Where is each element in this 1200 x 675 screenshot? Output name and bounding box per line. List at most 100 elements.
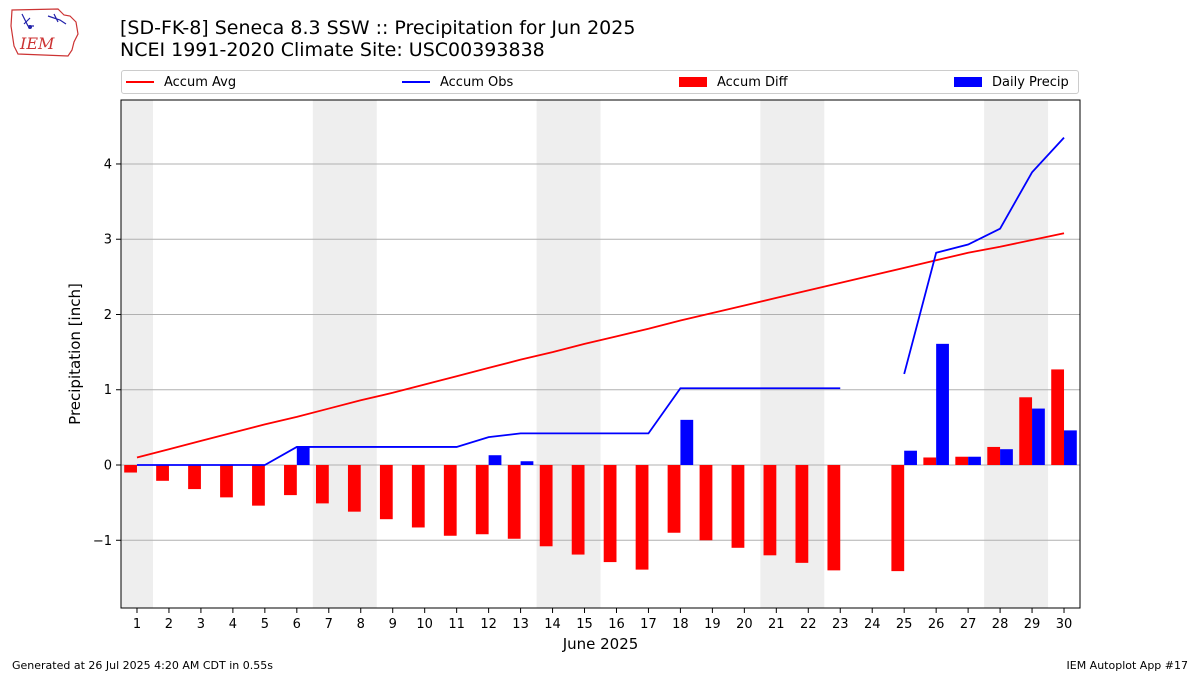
accum-diff-bar-day-7 bbox=[315, 465, 329, 504]
accum-diff-bar-day-26 bbox=[923, 457, 937, 466]
accum-diff-bar-day-15 bbox=[571, 465, 585, 555]
y-tick-label-4: 4 bbox=[104, 157, 112, 172]
x-tick-label-25: 25 bbox=[896, 617, 913, 632]
x-tick-label-30: 30 bbox=[1056, 617, 1073, 632]
x-tick-label-12: 12 bbox=[480, 617, 497, 632]
daily-precip-bar-day-26 bbox=[936, 343, 949, 466]
x-tick-label-9: 9 bbox=[389, 617, 397, 632]
x-tick-label-23: 23 bbox=[832, 617, 849, 632]
x-tick-label-15: 15 bbox=[576, 617, 593, 632]
daily-precip-bar-day-30 bbox=[1064, 430, 1077, 466]
x-tick-label-5: 5 bbox=[261, 617, 269, 632]
accum-diff-bar-day-9 bbox=[379, 465, 393, 520]
legend-item-accum-diff: Accum Diff bbox=[679, 71, 788, 93]
legend-item-accum-obs: Accum Obs bbox=[402, 71, 513, 93]
accum-diff-bar-day-5 bbox=[252, 465, 265, 506]
x-tick-label-1: 1 bbox=[133, 617, 141, 632]
legend-label-daily-precip: Daily Precip bbox=[992, 74, 1069, 90]
accum-diff-bar-day-8 bbox=[347, 465, 361, 512]
accum-diff-bar-day-21 bbox=[763, 465, 777, 556]
x-tick-label-10: 10 bbox=[416, 617, 433, 632]
y-tick-label-3: 3 bbox=[104, 233, 112, 248]
legend-swatch-accum-obs bbox=[402, 81, 430, 83]
x-axis-label: June 2025 bbox=[562, 635, 639, 653]
daily-precip-bar-day-29 bbox=[1032, 408, 1045, 466]
accum-diff-bar-day-4 bbox=[220, 465, 233, 498]
accum-diff-bar-day-3 bbox=[188, 465, 201, 490]
accum-diff-bar-day-14 bbox=[539, 465, 553, 547]
y-tick-label-2: 2 bbox=[104, 308, 112, 323]
y-tick-label-1: 1 bbox=[104, 383, 112, 398]
x-tick-label-24: 24 bbox=[864, 617, 881, 632]
accum-diff-bar-day-12 bbox=[475, 465, 489, 535]
daily-precip-bar-day-27 bbox=[968, 456, 981, 466]
x-tick-label-27: 27 bbox=[960, 617, 977, 632]
weekend-shade-1 bbox=[312, 100, 377, 608]
y-tick-label--1: −1 bbox=[93, 534, 112, 549]
y-axis-label: Precipitation [inch] bbox=[66, 283, 84, 425]
x-tick-label-14: 14 bbox=[544, 617, 561, 632]
legend-label-accum-obs: Accum Obs bbox=[440, 74, 514, 90]
accum-diff-bar-day-23 bbox=[827, 465, 841, 571]
accum-diff-bar-day-10 bbox=[411, 465, 425, 528]
legend-label-accum-avg: Accum Avg bbox=[164, 74, 237, 90]
legend-swatch-accum-diff bbox=[679, 77, 707, 87]
daily-precip-bar-day-12 bbox=[488, 455, 502, 466]
accum-diff-bar-day-17 bbox=[635, 465, 649, 570]
chart-legend: Accum Avg Accum Obs Accum Diff Daily Pre… bbox=[121, 70, 1079, 94]
x-tick-label-16: 16 bbox=[608, 617, 625, 632]
x-tick-label-8: 8 bbox=[357, 617, 365, 632]
footer-generated: Generated at 26 Jul 2025 4:20 AM CDT in … bbox=[12, 659, 273, 672]
legend-swatch-daily-precip bbox=[954, 77, 982, 87]
accum-avg-line-segment-0 bbox=[136, 232, 1065, 459]
x-tick-label-6: 6 bbox=[293, 617, 301, 632]
daily-precip-bar-day-28 bbox=[1000, 449, 1013, 466]
chart-title-line1: [SD-FK-8] Seneca 8.3 SSW :: Precipitatio… bbox=[120, 17, 636, 39]
daily-precip-bar-day-6 bbox=[296, 446, 310, 466]
accum-diff-bar-day-13 bbox=[507, 465, 521, 539]
daily-precip-bar-day-13 bbox=[520, 461, 534, 466]
x-tick-label-18: 18 bbox=[672, 617, 689, 632]
logo-text: IEM bbox=[19, 34, 55, 53]
accum-diff-bar-day-25 bbox=[891, 465, 905, 572]
x-tick-label-22: 22 bbox=[800, 617, 817, 632]
plot-frame bbox=[120, 99, 1081, 609]
legend-item-daily-precip: Daily Precip bbox=[954, 71, 1069, 93]
x-tick-label-2: 2 bbox=[165, 617, 173, 632]
y-tick-label-0: 0 bbox=[104, 459, 112, 474]
x-tick-label-7: 7 bbox=[325, 617, 333, 632]
chart-title: [SD-FK-8] Seneca 8.3 SSW :: Precipitatio… bbox=[120, 17, 635, 61]
x-tick-label-21: 21 bbox=[768, 617, 785, 632]
x-tick-label-17: 17 bbox=[640, 617, 657, 632]
weekend-shade-4 bbox=[984, 100, 1049, 608]
weekend-shade-0 bbox=[121, 100, 153, 608]
x-tick-label-13: 13 bbox=[512, 617, 529, 632]
accum-diff-bar-day-11 bbox=[443, 465, 457, 536]
accum-diff-bar-day-19 bbox=[699, 465, 713, 541]
accum-obs-line-segment-1 bbox=[903, 137, 1065, 375]
accum-diff-bar-day-29 bbox=[1019, 397, 1033, 466]
x-tick-label-26: 26 bbox=[928, 617, 945, 632]
x-tick-label-19: 19 bbox=[704, 617, 721, 632]
legend-item-accum-avg: Accum Avg bbox=[126, 71, 236, 93]
x-tick-label-20: 20 bbox=[736, 617, 753, 632]
legend-swatch-accum-avg bbox=[126, 81, 154, 83]
accum-diff-bar-day-16 bbox=[603, 465, 617, 563]
daily-precip-bar-day-25 bbox=[904, 450, 917, 466]
x-tick-label-29: 29 bbox=[1024, 617, 1041, 632]
daily-precip-bar-day-18 bbox=[680, 419, 694, 466]
iem-logo: IEM bbox=[10, 8, 79, 57]
accum-obs-line-segment-0 bbox=[136, 387, 841, 466]
accum-diff-bar-day-28 bbox=[987, 446, 1001, 466]
accum-diff-bar-day-1 bbox=[124, 465, 137, 473]
footer-app: IEM Autoplot App #17 bbox=[1066, 659, 1189, 672]
legend-label-accum-diff: Accum Diff bbox=[717, 74, 788, 90]
accum-diff-bar-day-20 bbox=[731, 465, 745, 548]
chart-title-line2: NCEI 1991-2020 Climate Site: USC00393838 bbox=[120, 39, 545, 61]
accum-diff-bar-day-22 bbox=[795, 465, 809, 563]
x-tick-label-11: 11 bbox=[448, 617, 465, 632]
accum-diff-bar-day-30 bbox=[1051, 369, 1065, 466]
accum-diff-bar-day-6 bbox=[284, 465, 297, 496]
accum-diff-bar-day-18 bbox=[667, 465, 681, 533]
